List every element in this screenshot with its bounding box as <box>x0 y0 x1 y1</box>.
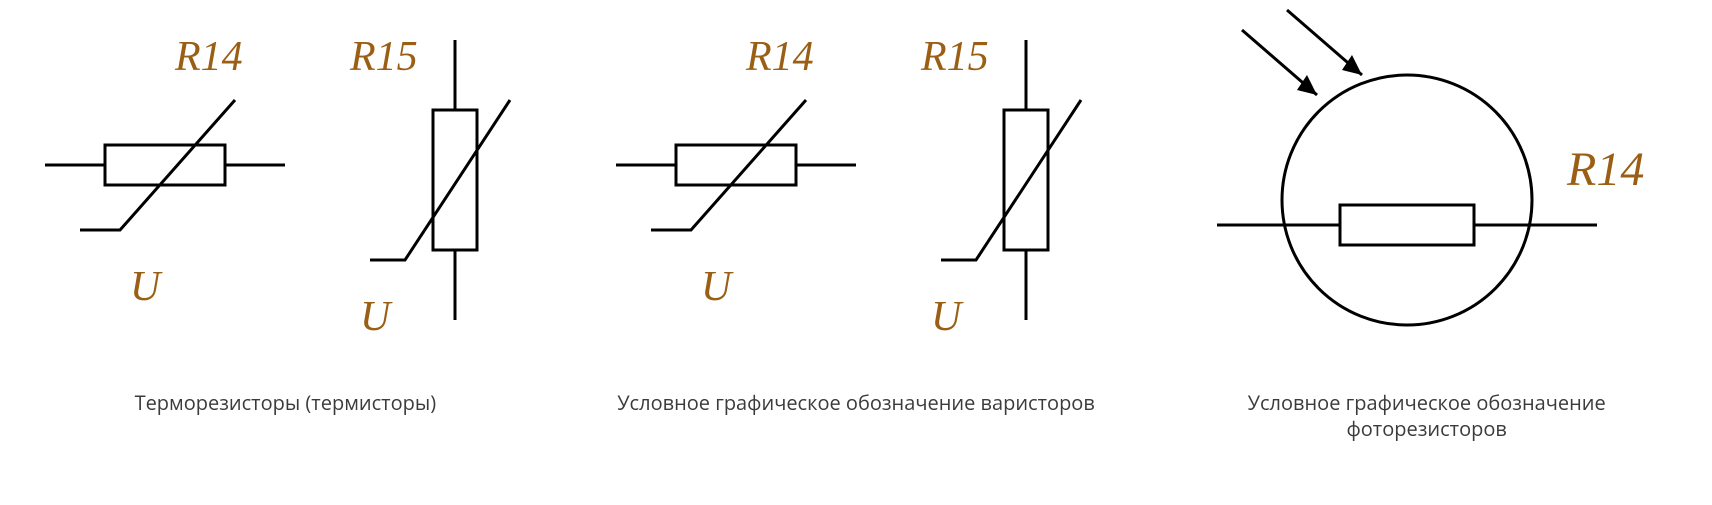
light-arrow-1 <box>1242 30 1317 95</box>
thermistor-horizontal: R14 U <box>45 34 285 310</box>
param-label: U <box>931 294 964 340</box>
param-label: U <box>701 264 734 310</box>
designator-label: R15 <box>920 34 989 80</box>
varistor-horizontal: R14 U <box>616 34 856 310</box>
varistor-vertical: R15 U <box>920 34 1081 340</box>
designator-label: R14 <box>174 34 243 80</box>
panel-varistors: R14 U R15 U Условное графическое обознач… <box>571 0 1142 505</box>
panel-caption: Терморезисторы (термисторы) <box>135 390 437 416</box>
photoresistor-symbol: R14 <box>1217 10 1644 325</box>
figure-root: R14 U R15 <box>0 0 1712 505</box>
panel-thermistors: R14 U R15 <box>0 0 571 505</box>
designator-label: R14 <box>1566 143 1644 196</box>
param-label: U <box>130 264 163 310</box>
photoresistor-svg: R14 <box>1147 0 1707 380</box>
light-arrow-2 <box>1287 10 1362 75</box>
panel-photoresistors: R14 Условное графическое обозначение фот… <box>1141 0 1712 505</box>
varistors-svg: R14 U R15 U <box>596 0 1116 380</box>
panel-caption: Условное графическое обозначение варисто… <box>617 390 1095 416</box>
designator-label: R14 <box>745 34 814 80</box>
thermistor-vertical: R15 U <box>349 34 510 340</box>
param-label: U <box>360 294 393 340</box>
panel-caption: Условное графическое обозначение фоторез… <box>1187 390 1667 442</box>
designator-label: R15 <box>349 34 418 80</box>
thermistors-svg: R14 U R15 <box>25 0 545 380</box>
